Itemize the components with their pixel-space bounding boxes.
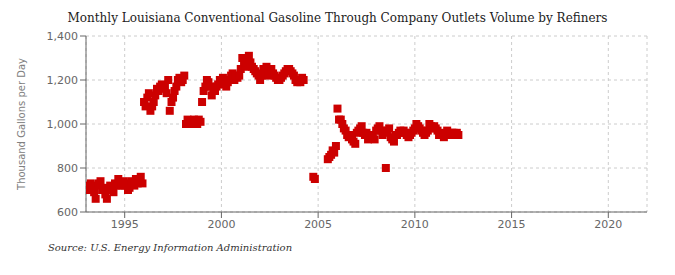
- svg-text:1995: 1995: [111, 218, 139, 231]
- svg-text:1,200: 1,200: [47, 74, 79, 87]
- svg-text:2005: 2005: [304, 218, 332, 231]
- html-text:Source: U.S. Energy Informatio: Source: U.S. Energy Information Administ…: [48, 242, 293, 253]
- svg-text:1,400: 1,400: [47, 30, 79, 43]
- html-text:Monthly Louisiana Conventional: Monthly Louisiana Conventional Gasoline …: [67, 11, 608, 25]
- svg-text:600: 600: [57, 206, 78, 219]
- svg-text:2020: 2020: [594, 218, 622, 231]
- svg-text:800: 800: [57, 162, 78, 175]
- svg-text:1,000: 1,000: [47, 118, 79, 131]
- svg-text:Thousand Gallons per Day: Thousand Gallons per Day: [16, 58, 27, 191]
- svg-text:2015: 2015: [498, 218, 526, 231]
- svg-text:2010: 2010: [401, 218, 429, 231]
- svg-text:2000: 2000: [207, 218, 235, 231]
